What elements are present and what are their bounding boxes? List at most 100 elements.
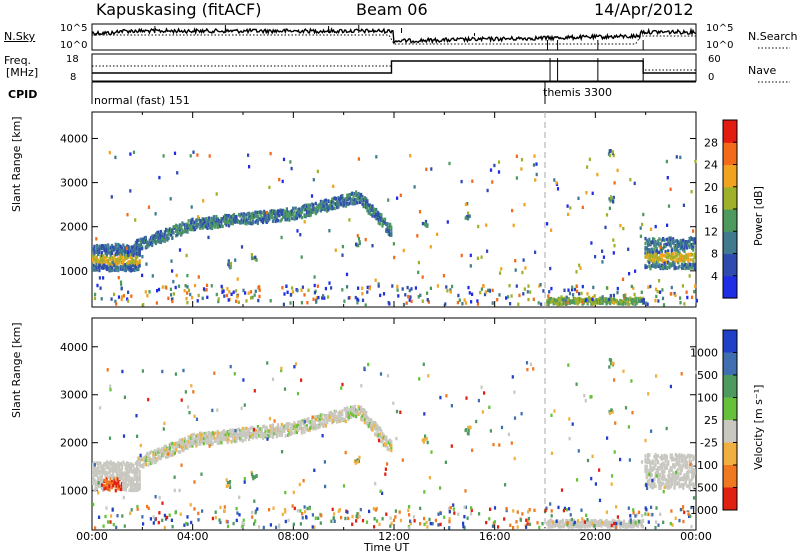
echo-arc: [314, 423, 317, 428]
echo-block-left: [109, 253, 112, 257]
echo-arc: [259, 427, 262, 431]
echo-arc: [339, 417, 343, 421]
echo-block-left: [108, 483, 111, 488]
echo-block-left: [109, 258, 112, 262]
echo-scatter: [242, 522, 246, 527]
echo-arc: [159, 235, 163, 239]
echo-ground-themis: [607, 521, 611, 525]
echo-arc: [244, 432, 247, 436]
echo-block-left: [133, 268, 136, 272]
echo-block-right: [673, 255, 676, 259]
echo-block-right: [644, 263, 647, 268]
echo-block-right: [685, 263, 689, 267]
echo-arc: [304, 424, 307, 429]
echo-block-left: [137, 467, 140, 472]
echo-scatter: [565, 508, 568, 512]
echo-scatter: [235, 518, 238, 523]
echo-scatter: [478, 512, 481, 516]
echo-scatter: [97, 491, 100, 495]
echo-arc: [176, 444, 179, 448]
echo-scatter: [146, 294, 149, 298]
echo-arc: [283, 424, 286, 429]
echo-scatter: [321, 296, 324, 300]
echo-ground-themis: [634, 296, 637, 300]
echo-block-right: [691, 477, 694, 481]
echo-block-right: [677, 461, 680, 466]
echo-block-right: [680, 258, 684, 262]
echo-scatter: [538, 284, 541, 288]
echo-arc: [259, 210, 262, 214]
echo-ground-themis: [606, 525, 609, 529]
echo-block-right: [692, 263, 695, 267]
echo-arc: [214, 436, 217, 440]
echo-arc: [245, 426, 248, 431]
echo-arc: [215, 214, 218, 219]
echo-block-left: [95, 472, 98, 476]
echo-arc: [209, 432, 212, 436]
echo-arc: [144, 245, 147, 249]
echo-block-right: [685, 462, 689, 467]
echo-scatter: [586, 292, 589, 296]
echo-ground-themis: [558, 302, 561, 306]
echo-arc: [235, 439, 238, 443]
echo-scatter: [251, 510, 254, 515]
echo-scatter: [367, 362, 370, 367]
echo-arc: [371, 205, 374, 209]
echo-scatter: [425, 520, 428, 525]
echo-arc: [327, 206, 330, 210]
echo-scatter: [151, 274, 154, 278]
echo-scatter: [193, 507, 196, 511]
echo-scatter: [165, 286, 168, 290]
echo-scatter: [232, 290, 235, 294]
echo-arc: [254, 428, 257, 432]
echo-arc: [170, 453, 173, 457]
echo-block-right: [668, 265, 671, 270]
echo-scatter: [112, 522, 115, 527]
echo-block-right: [684, 463, 687, 467]
echo-arc: [254, 431, 257, 435]
echo-block-left: [102, 471, 105, 475]
echo-arc: [161, 232, 164, 236]
echo-block-left: [100, 256, 103, 260]
echo-scatter: [296, 229, 299, 233]
echo-ground-themis: [550, 525, 553, 529]
echo-arc: [350, 198, 353, 202]
echo-scatter: [561, 518, 565, 523]
echo-block-right: [670, 481, 673, 485]
echo-block-right: [658, 481, 661, 486]
echo-scatter: [573, 287, 577, 292]
echo-block-left: [107, 484, 110, 488]
echo-block-left: [138, 249, 141, 253]
echo-block-left: [118, 249, 121, 254]
echo-scatter: [519, 518, 522, 522]
echo-block-right: [682, 475, 685, 480]
echo-block-left: [137, 261, 140, 266]
echo-block-left: [92, 481, 95, 485]
echo-ground-themis: [587, 297, 590, 301]
echo-arc: [186, 224, 189, 228]
echo-block-left: [113, 247, 116, 251]
echo-scatter: [476, 302, 480, 306]
echo-block-left: [127, 248, 130, 252]
echo-arc: [209, 220, 212, 225]
echo-scatter: [301, 516, 304, 520]
echo-block-right: [670, 478, 673, 482]
echo-arc: [328, 415, 331, 419]
echo-arc: [385, 222, 388, 226]
echo-scatter: [615, 525, 618, 530]
echo-scatter: [632, 286, 635, 290]
echo-arc: [207, 219, 210, 224]
echo-block-right: [655, 454, 658, 458]
echo-arc: [230, 432, 233, 436]
echo-scatter: [184, 521, 188, 526]
echo-block-left: [120, 482, 124, 487]
echo-arc: [365, 197, 368, 201]
echo-arc: [229, 215, 232, 219]
echo-scatter: [211, 516, 214, 521]
echo-block-right: [659, 265, 662, 269]
echo-scatter: [616, 290, 619, 295]
echo-block-right: [659, 456, 662, 460]
echo-scatter: [291, 286, 294, 290]
echo-arc: [230, 215, 233, 219]
echo-block-right: [646, 240, 650, 244]
